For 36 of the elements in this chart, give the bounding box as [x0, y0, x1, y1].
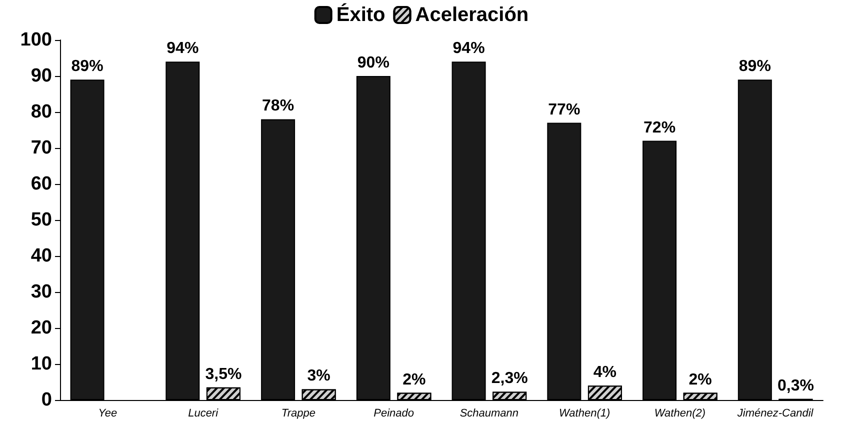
x-tick-label: Peinado — [374, 408, 414, 420]
data-label: 94% — [166, 40, 199, 58]
data-label: 94% — [452, 40, 485, 58]
data-label: 89% — [738, 58, 771, 76]
y-tick-label: 10 — [30, 354, 52, 374]
data-label: 2% — [402, 371, 426, 388]
y-tick-label: 0 — [41, 390, 52, 410]
legend-label: Aceleración — [415, 4, 529, 26]
x-tick-label: Wathen(1) — [558, 408, 610, 420]
data-label: 72% — [644, 119, 676, 136]
data-label: 77% — [548, 101, 580, 118]
data-label: 3% — [307, 368, 330, 385]
y-tick-label: 30 — [30, 282, 52, 302]
x-tick-label: Yee — [98, 408, 118, 420]
x-tick-label: Jiménez-Candil — [736, 408, 814, 420]
data-label: 3,5% — [205, 366, 242, 383]
legend-label: Éxito — [336, 3, 386, 26]
x-tick-label: Schaumann — [460, 408, 519, 420]
data-label: 2% — [688, 371, 712, 388]
y-tick-label: 60 — [30, 174, 52, 194]
x-tick-label: Trappe — [281, 408, 316, 420]
data-label: 90% — [357, 54, 390, 72]
y-tick-label: 100 — [20, 30, 52, 50]
y-tick-label: 50 — [30, 210, 52, 230]
y-tick-label: 70 — [30, 138, 52, 158]
data-label: 0,3% — [777, 377, 814, 394]
data-label: 89% — [71, 58, 104, 76]
data-label: 4% — [593, 364, 617, 382]
x-tick-label: Luceri — [188, 408, 219, 420]
data-label: 78% — [262, 98, 294, 115]
y-tick-label: 90 — [30, 66, 52, 86]
y-tick-label: 40 — [30, 246, 52, 266]
y-tick-label: 80 — [30, 102, 52, 122]
y-tick-label: 20 — [30, 318, 52, 338]
x-tick-label: Wathen(2) — [654, 408, 706, 420]
data-label: 2,3% — [491, 370, 528, 388]
